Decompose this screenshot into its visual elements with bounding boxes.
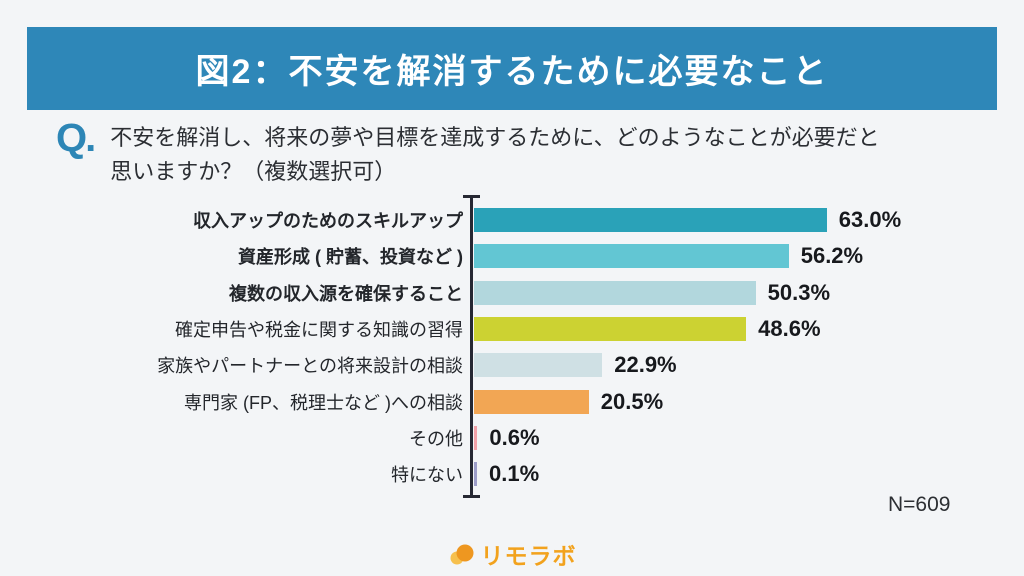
axis-bottom-cap <box>463 495 480 498</box>
footer-branding: リモラボ <box>0 537 1024 571</box>
question-prefix: Q. <box>56 116 96 160</box>
page-title: 図2：不安を解消するために必要なこと <box>195 53 829 91</box>
question-line-1: 不安を解消し、将来の夢や目標を達成するために、どのようなことが必要だと <box>110 125 880 150</box>
category-label: 複数の収入源を確保すること <box>229 283 463 304</box>
remolabo-logo-text: リモラボ <box>480 543 577 569</box>
bar <box>474 389 589 414</box>
value-label: 20.5% <box>600 388 664 414</box>
value-label: 0.6% <box>489 424 540 450</box>
chart-row: 専門家 (FP、税理士など )への相談 20.5% <box>0 383 1024 419</box>
category-label: その他 <box>409 428 463 449</box>
chart-row: 複数の収入源を確保すること 50.3% <box>0 275 1024 311</box>
bar <box>474 462 477 487</box>
bar <box>474 280 756 305</box>
value-label: 0.1% <box>489 461 540 487</box>
bar <box>474 317 747 342</box>
bar <box>474 353 603 378</box>
category-label: 特にない <box>391 465 463 486</box>
chart-row: その他 0.6% <box>0 420 1024 456</box>
question-line-2: 思いますか？（複数選択可） <box>110 159 397 184</box>
chart-row: 確定申告や税金に関する知識の習得 48.6% <box>0 311 1024 347</box>
chart-row: 特にない 0.1% <box>0 456 1024 492</box>
value-label: 22.9% <box>614 352 677 378</box>
value-label: 63.0% <box>838 207 902 233</box>
question-block: Q. 不安を解消し、将来の夢や目標を達成するために、どのようなことが必要だと 思… <box>56 118 986 189</box>
question-text: 不安を解消し、将来の夢や目標を達成するために、どのようなことが必要だと 思います… <box>110 118 879 189</box>
category-label: 資産形成 ( 貯蓄、投資など ) <box>238 247 463 268</box>
bar <box>474 425 478 450</box>
category-label: 家族やパートナーとの将来設計の相談 <box>157 356 463 377</box>
bar <box>474 208 827 233</box>
value-label: 48.6% <box>758 316 821 342</box>
value-label: 50.3% <box>767 279 831 305</box>
remolabo-logo-icon <box>450 544 473 565</box>
category-label: 専門家 (FP、税理士など )への相談 <box>184 392 463 413</box>
category-label: 確定申告や税金に関する知識の習得 <box>175 320 463 341</box>
value-label: 56.2% <box>800 243 864 269</box>
bar <box>474 244 789 269</box>
axis-line <box>470 196 473 498</box>
chart-rows: 収入アップのためのスキルアップ 63.0% 資産形成 ( 貯蓄、投資など ) 5… <box>0 202 1024 492</box>
chart-row: 資産形成 ( 貯蓄、投資など ) 56.2% <box>0 238 1024 274</box>
category-label: 収入アップのためのスキルアップ <box>193 211 463 232</box>
chart-row: 家族やパートナーとの将来設計の相談 22.9% <box>0 347 1024 383</box>
title-banner: 図2：不安を解消するために必要なこと <box>27 27 997 110</box>
sample-size-label: N=609 <box>888 493 951 516</box>
chart-row: 収入アップのためのスキルアップ 63.0% <box>0 202 1024 238</box>
